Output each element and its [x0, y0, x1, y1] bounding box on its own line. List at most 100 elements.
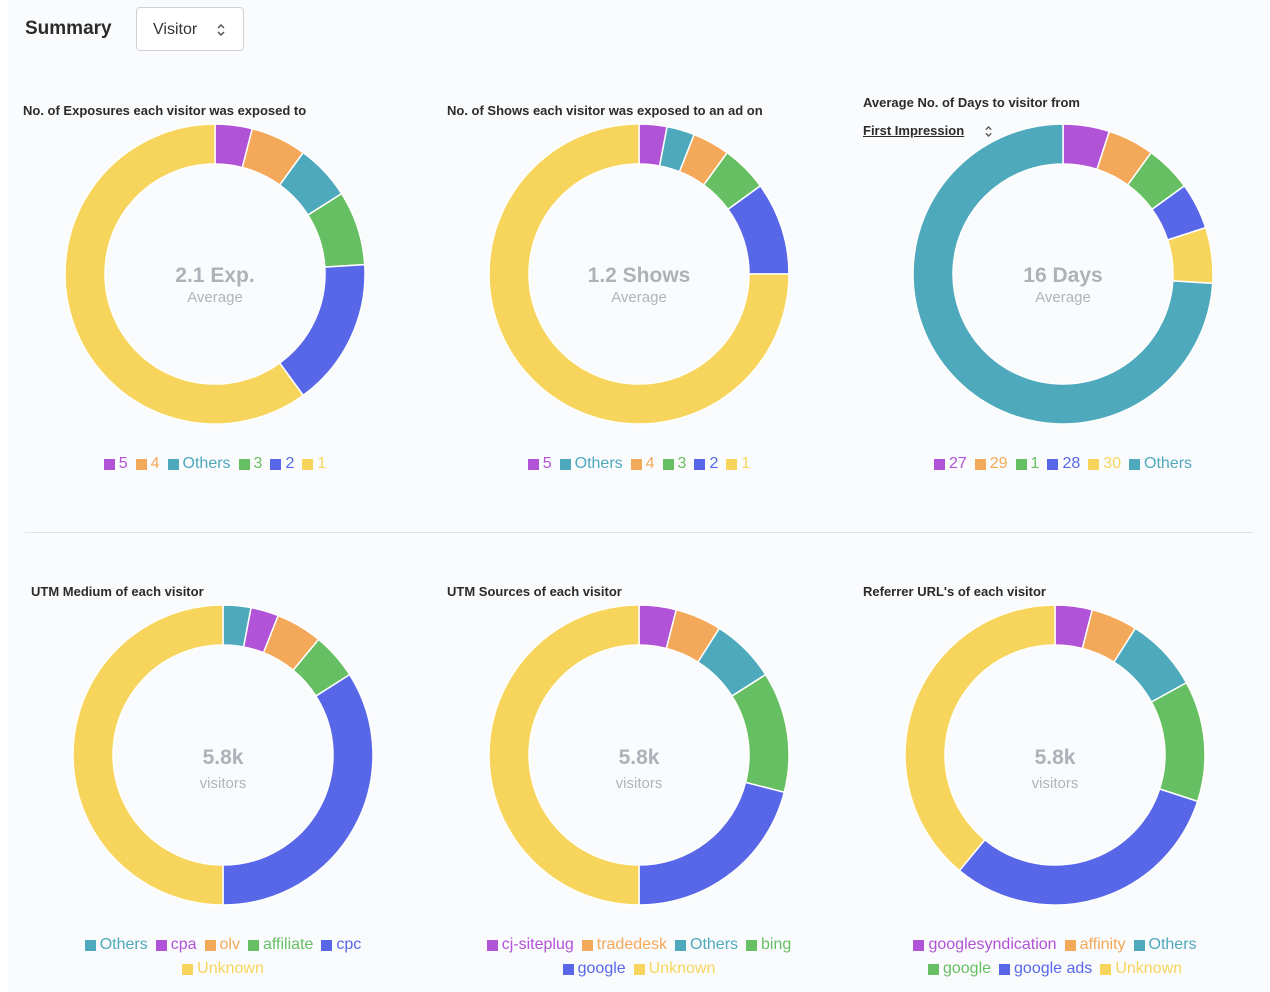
legend-item-unknown[interactable]: Unknown: [1100, 957, 1182, 981]
legend-label: 27: [948, 455, 967, 472]
donut-chart-shows: 1.2 Shows Average: [488, 123, 790, 425]
legend-swatch: [726, 458, 738, 470]
entity-select[interactable]: Visitor: [136, 7, 244, 51]
legend-item-tradedesk[interactable]: tradedesk: [581, 933, 667, 957]
chart-legend: googlesyndication affinity Others google goo…: [875, 933, 1235, 981]
legend-label: googlesyndication: [928, 936, 1057, 953]
legend-label: 3: [253, 455, 263, 472]
legend-label: 1: [1030, 455, 1040, 472]
legend-swatch: [913, 939, 925, 951]
chart-legend: 27 29 1 28 30 Others: [888, 452, 1238, 476]
legend-label: 28: [1062, 455, 1081, 472]
legend-swatch: [135, 458, 147, 470]
legend-item-29[interactable]: 29: [974, 452, 1008, 476]
legend-swatch: [746, 939, 758, 951]
legend-swatch: [155, 939, 167, 951]
legend-label: Unknown: [648, 960, 716, 977]
legend-item-4[interactable]: 4: [630, 452, 655, 476]
legend-swatch: [1047, 458, 1059, 470]
legend-item-affinity[interactable]: affinity: [1064, 933, 1126, 957]
legend-item-1[interactable]: 1: [1015, 452, 1040, 476]
legend-label: cpa: [170, 936, 197, 953]
center-value: 1.2 Shows: [588, 264, 691, 287]
legend-item-2[interactable]: 2: [694, 452, 718, 476]
legend-swatch: [1088, 458, 1100, 470]
legend-swatch: [1129, 458, 1141, 470]
legend-label: cj-siteplug: [501, 936, 574, 953]
legend-item-others[interactable]: Others: [1133, 933, 1197, 957]
legend-item-unknown[interactable]: Unknown: [182, 957, 264, 981]
legend-item-googlesyndication[interactable]: googlesyndication: [913, 933, 1057, 957]
slice-2[interactable]: [278, 263, 366, 397]
legend-label: bing: [761, 936, 792, 953]
legend-item-4[interactable]: 4: [135, 452, 160, 476]
legend-item-affiliate[interactable]: affiliate: [247, 933, 314, 957]
legend-label: Unknown: [1115, 960, 1183, 977]
legend-item-28[interactable]: 28: [1047, 452, 1080, 476]
card-title-days: Average No. of Days to visitor from: [863, 95, 1080, 110]
center-value: 2.1 Exp.: [175, 264, 254, 287]
legend-swatch: [321, 939, 333, 951]
days-from-dropdown-label: First Impression: [863, 123, 965, 138]
slice-others[interactable]: [912, 123, 1214, 425]
legend-swatch: [1015, 458, 1027, 470]
chart-legend: 5 Others 4 3 2 1: [464, 452, 814, 476]
slice-1[interactable]: [64, 123, 305, 425]
legend-item-unknown[interactable]: Unknown: [633, 957, 716, 981]
legend-item-5[interactable]: 5: [527, 452, 552, 476]
legend-label: Others: [690, 936, 739, 953]
slice-1[interactable]: [488, 123, 790, 425]
legend-item-27[interactable]: 27: [933, 452, 967, 476]
legend-swatch: [662, 458, 674, 470]
legend-swatch: [559, 458, 571, 470]
legend-label: 3: [677, 455, 687, 472]
legend-item-cpc[interactable]: cpc: [321, 933, 361, 957]
legend-swatch: [999, 963, 1011, 975]
legend-item-1[interactable]: 1: [726, 452, 750, 476]
slice-cpc[interactable]: [222, 673, 374, 906]
legend-label: 1: [741, 455, 751, 472]
donut-chart-utm-medium: 5.8k visitors: [72, 604, 374, 906]
updown-chevron-icon: [985, 126, 992, 137]
center-sub: visitors: [200, 775, 247, 792]
slice-unknown[interactable]: [72, 604, 224, 906]
slice-google[interactable]: [1150, 681, 1206, 803]
updown-chevron-icon: [217, 23, 225, 37]
legend-item-others[interactable]: Others: [167, 452, 231, 476]
legend-item-1[interactable]: 1: [302, 452, 326, 476]
legend-swatch: [238, 458, 250, 470]
legend-item-others[interactable]: Others: [559, 452, 623, 476]
legend-item-olv[interactable]: olv: [204, 933, 240, 957]
legend-item-google[interactable]: google: [562, 957, 626, 981]
entity-select-value: Visitor: [153, 21, 198, 38]
legend-label: Others: [1148, 936, 1197, 953]
days-from-dropdown[interactable]: First Impression: [863, 123, 992, 138]
legend-label: 2: [709, 455, 719, 472]
legend-label: affiliate: [262, 936, 314, 953]
legend-item-others[interactable]: Others: [1129, 452, 1192, 476]
legend-item-cj-siteplug[interactable]: cj-siteplug: [486, 933, 574, 957]
legend-item-3[interactable]: 3: [238, 452, 263, 476]
legend-item-5[interactable]: 5: [103, 452, 128, 476]
slice-google-ads[interactable]: [958, 788, 1199, 906]
legend-item-bing[interactable]: bing: [746, 933, 791, 957]
legend-item-cpa[interactable]: cpa: [155, 933, 197, 957]
legend-item-others[interactable]: Others: [84, 933, 148, 957]
legend-item-3[interactable]: 3: [662, 452, 687, 476]
legend-item-2[interactable]: 2: [270, 452, 294, 476]
legend-item-30[interactable]: 30: [1088, 452, 1121, 476]
legend-item-others[interactable]: Others: [675, 933, 738, 957]
slice-bing[interactable]: [730, 673, 790, 794]
slice-google[interactable]: [638, 781, 786, 906]
donut-chart-exposures: 2.1 Exp. Average: [64, 123, 366, 425]
slice-unknown[interactable]: [904, 604, 1056, 872]
legend-swatch: [486, 939, 498, 951]
legend-label: google ads: [1014, 960, 1093, 977]
legend-label: google: [942, 960, 992, 977]
slice-unknown[interactable]: [488, 604, 640, 906]
card-title-shows: No. of Shows each visitor was exposed to…: [447, 103, 763, 118]
legend-label: 4: [150, 455, 160, 472]
legend-item-google-ads[interactable]: google ads: [999, 957, 1092, 981]
legend-swatch: [633, 963, 645, 975]
legend-item-google[interactable]: google: [927, 957, 992, 981]
